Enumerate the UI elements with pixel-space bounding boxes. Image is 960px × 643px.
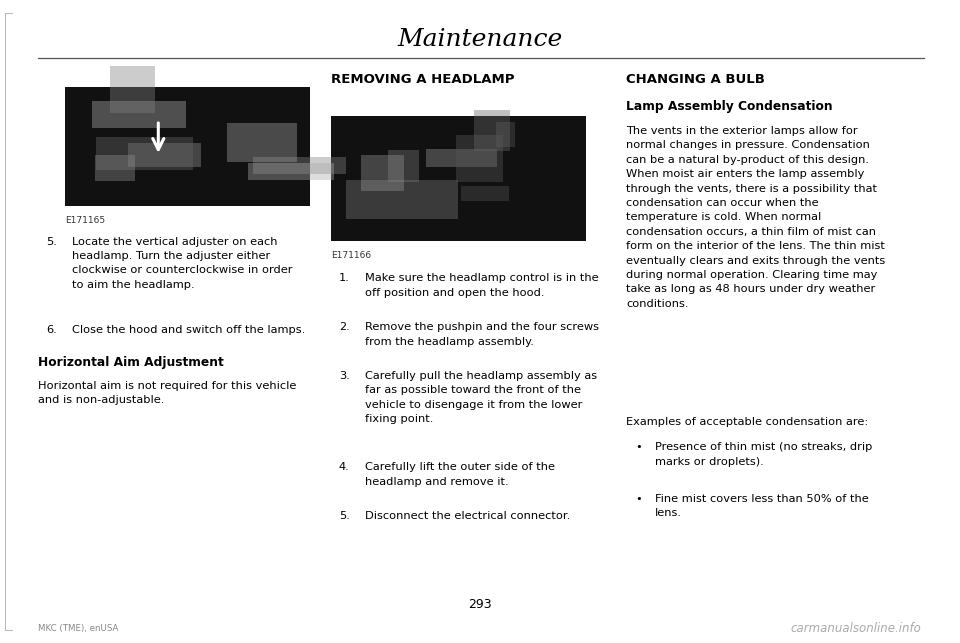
Bar (456, 134, 503, 182)
Text: E171166: E171166 (331, 251, 372, 260)
Bar (426, 149, 497, 167)
Text: Carefully lift the outer side of the
headlamp and remove it.: Carefully lift the outer side of the hea… (365, 462, 555, 487)
Text: Locate the vertical adjuster on each
headlamp. Turn the adjuster either
clockwis: Locate the vertical adjuster on each hea… (72, 237, 293, 290)
Bar (109, 66, 156, 113)
Text: Horizontal Aim Adjustment: Horizontal Aim Adjustment (38, 356, 224, 369)
Bar (96, 137, 193, 170)
Text: Make sure the headlamp control is in the
off position and open the hood.: Make sure the headlamp control is in the… (365, 273, 598, 298)
Text: MKC (TME), enUSA: MKC (TME), enUSA (38, 624, 119, 633)
Text: 1.: 1. (339, 273, 349, 284)
Text: •: • (636, 442, 642, 453)
Bar (331, 116, 586, 241)
Text: 3.: 3. (339, 371, 349, 381)
Text: Maintenance: Maintenance (397, 28, 563, 51)
Text: 6.: 6. (46, 325, 57, 336)
Bar (346, 180, 458, 219)
Bar (474, 111, 510, 151)
Bar (361, 155, 404, 190)
Bar (495, 122, 515, 147)
Text: Close the hood and switch off the lamps.: Close the hood and switch off the lamps. (72, 325, 305, 336)
Text: Presence of thin mist (no streaks, drip
marks or droplets).: Presence of thin mist (no streaks, drip … (655, 442, 872, 467)
Bar (252, 157, 346, 174)
Text: carmanualsonline.info: carmanualsonline.info (791, 622, 922, 635)
Text: 293: 293 (468, 598, 492, 611)
Bar (94, 156, 135, 181)
Text: E171165: E171165 (65, 216, 106, 225)
Text: Disconnect the electrical connector.: Disconnect the electrical connector. (365, 511, 570, 521)
Text: Lamp Assembly Condensation: Lamp Assembly Condensation (626, 100, 832, 113)
Bar (388, 150, 419, 183)
Bar (129, 143, 202, 167)
Text: 5.: 5. (46, 237, 57, 247)
Text: Examples of acceptable condensation are:: Examples of acceptable condensation are: (626, 417, 868, 427)
Bar (248, 163, 334, 180)
Bar (462, 186, 509, 201)
Text: 2.: 2. (339, 322, 349, 332)
Text: Remove the pushpin and the four screws
from the headlamp assembly.: Remove the pushpin and the four screws f… (365, 322, 599, 347)
Text: The vents in the exterior lamps allow for
normal changes in pressure. Condensati: The vents in the exterior lamps allow fo… (626, 126, 885, 309)
Text: Fine mist covers less than 50% of the
lens.: Fine mist covers less than 50% of the le… (655, 494, 869, 518)
Text: Carefully pull the headlamp assembly as
far as possible toward the front of the
: Carefully pull the headlamp assembly as … (365, 371, 597, 424)
Bar (92, 101, 186, 129)
Text: 5.: 5. (339, 511, 349, 521)
Bar (65, 87, 310, 206)
Text: Horizontal aim is not required for this vehicle
and is non-adjustable.: Horizontal aim is not required for this … (38, 381, 297, 405)
Text: CHANGING A BULB: CHANGING A BULB (626, 73, 765, 86)
Bar (227, 123, 298, 161)
Text: •: • (636, 494, 642, 504)
Text: 4.: 4. (339, 462, 349, 473)
Text: REMOVING A HEADLAMP: REMOVING A HEADLAMP (331, 73, 515, 86)
